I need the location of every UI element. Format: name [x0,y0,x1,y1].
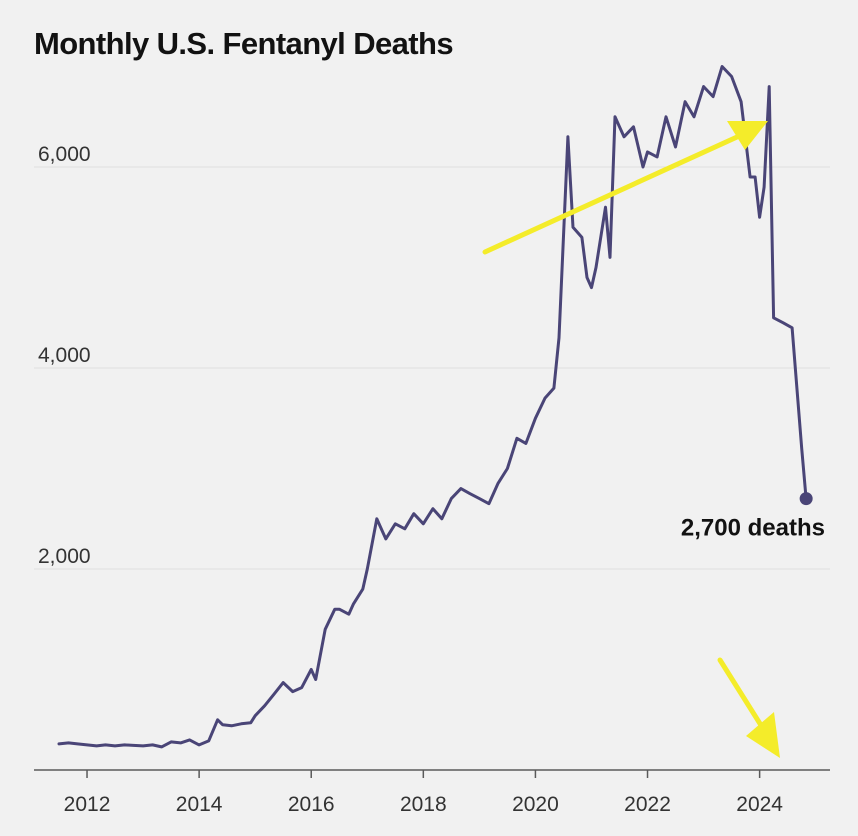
x-tick-label: 2022 [624,793,671,816]
annotations [482,121,780,758]
chart-title: Monthly U.S. Fentanyl Deaths [34,26,454,61]
series-line-monthly-deaths [57,65,808,749]
gridlines [34,166,830,570]
annotation-arrow-upward [482,129,751,255]
annotation-arrow-downward [717,657,767,733]
y-tick-label: 4,000 [38,344,91,367]
x-tick-label: 2018 [400,793,447,816]
series-layer [57,65,813,749]
x-tick-label: 2012 [64,793,111,816]
annotation-arrow-downward-head [746,712,780,758]
x-tick-label: 2024 [736,793,783,816]
end-value-label: 2,700 deaths [681,515,825,542]
x-tick-label: 2014 [176,793,223,816]
y-tick-label: 2,000 [38,545,91,568]
labels-layer: 2,000 4,000 6,000 2012 2014 2016 2018 2020 2022 2… [38,143,825,816]
x-tick-label: 2016 [288,793,335,816]
x-axis [34,769,830,778]
annotation-arrow-upward-head [727,121,768,150]
y-tick-label: 6,000 [38,143,91,166]
end-point-marker [799,492,813,506]
x-tick-label: 2020 [512,793,559,816]
